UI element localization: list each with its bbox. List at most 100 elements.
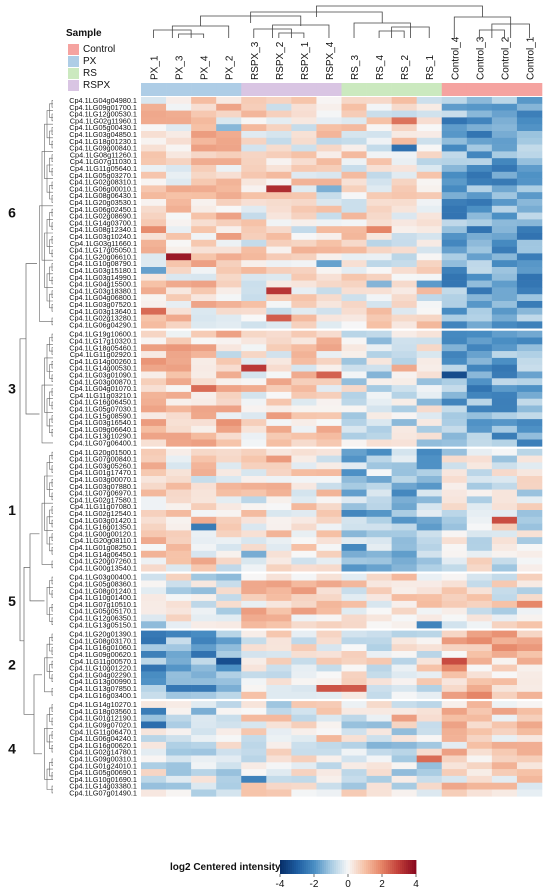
heatmap-cell bbox=[416, 205, 443, 213]
heatmap-cell bbox=[466, 124, 493, 132]
heatmap-cell bbox=[216, 405, 242, 413]
heatmap-cell bbox=[341, 664, 367, 672]
heatmap-cell bbox=[491, 671, 518, 679]
heatmap-cell bbox=[316, 496, 342, 504]
heatmap-cell bbox=[466, 151, 493, 159]
heatmap-cell bbox=[291, 630, 317, 638]
heatmap-cell bbox=[191, 337, 217, 345]
heatmap-cell bbox=[491, 455, 518, 463]
heatmap-cell bbox=[416, 117, 443, 125]
heatmap-cell bbox=[241, 503, 267, 511]
heatmap-cell bbox=[266, 124, 292, 132]
heatmap-cell bbox=[166, 630, 192, 638]
heatmap-cell bbox=[441, 364, 468, 372]
heatmap-cell bbox=[341, 721, 367, 729]
heatmap-cell bbox=[191, 239, 217, 247]
heatmap-cell bbox=[241, 301, 267, 309]
heatmap-cell bbox=[366, 117, 392, 125]
heatmap-cell bbox=[416, 769, 443, 777]
heatmap-cell bbox=[216, 657, 242, 665]
heatmap-cell bbox=[216, 330, 242, 338]
colorbar-segment bbox=[412, 860, 415, 874]
heatmap-cell bbox=[141, 185, 167, 193]
heatmap-cell bbox=[466, 644, 493, 652]
heatmap-cell bbox=[491, 557, 518, 565]
heatmap-cell bbox=[391, 97, 417, 105]
colorbar-segment bbox=[312, 860, 315, 874]
heatmap-cell bbox=[416, 714, 443, 722]
heatmap-cell bbox=[216, 685, 242, 693]
gene-label: Cp4.1LG03g00870.1 bbox=[69, 377, 137, 386]
heatmap-cell bbox=[416, 537, 443, 545]
heatmap-cell bbox=[466, 594, 493, 602]
heatmap-cell bbox=[241, 476, 267, 484]
gene-label: Cp4.1LG04g01070.1 bbox=[69, 384, 137, 393]
heatmap-cell bbox=[391, 537, 417, 545]
heatmap-cell bbox=[291, 97, 317, 105]
heatmap-cell bbox=[441, 267, 468, 275]
heatmap-cell bbox=[391, 151, 417, 159]
heatmap-cell bbox=[216, 476, 242, 484]
heatmap-cell bbox=[191, 192, 217, 200]
heatmap-cell bbox=[266, 503, 292, 511]
heatmap-cell bbox=[191, 117, 217, 125]
heatmap-cell bbox=[316, 714, 342, 722]
heatmap-cell bbox=[441, 212, 468, 220]
colorbar-segment bbox=[380, 860, 383, 874]
heatmap-cell bbox=[341, 199, 367, 207]
heatmap-cell bbox=[466, 158, 493, 166]
heatmap-cell bbox=[216, 701, 242, 709]
heatmap-cell bbox=[341, 630, 367, 638]
heatmap-cell bbox=[466, 448, 493, 456]
heatmap-cell bbox=[316, 701, 342, 709]
heatmap-cell bbox=[491, 721, 518, 729]
heatmap-cell bbox=[466, 664, 493, 672]
heatmap-cell bbox=[166, 721, 192, 729]
heatmap-cell bbox=[341, 364, 367, 372]
heatmap-cell bbox=[341, 782, 367, 790]
heatmap-cell bbox=[241, 557, 267, 565]
heatmap-cell bbox=[191, 564, 217, 572]
heatmap-cell bbox=[166, 171, 192, 179]
gene-label: Cp4.1LG02g14780.1 bbox=[69, 748, 137, 757]
heatmap-cell bbox=[391, 425, 417, 433]
heatmap-cell bbox=[141, 701, 167, 709]
heatmap-cell bbox=[341, 165, 367, 173]
heatmap-cell bbox=[241, 273, 267, 281]
heatmap-cell bbox=[366, 782, 392, 790]
heatmap-cell bbox=[341, 564, 367, 572]
heatmap-cell bbox=[191, 701, 217, 709]
heatmap-cell bbox=[466, 755, 493, 763]
gene-label: Cp4.1LG20g07260.1 bbox=[69, 557, 137, 566]
heatmap-cell bbox=[266, 301, 292, 309]
heatmap-cell bbox=[391, 233, 417, 241]
heatmap-cell bbox=[366, 489, 392, 497]
heatmap-cell bbox=[291, 614, 317, 622]
heatmap-cell bbox=[491, 260, 518, 268]
heatmap-cell bbox=[341, 573, 367, 581]
heatmap-cell bbox=[216, 714, 242, 722]
heatmap-cell bbox=[366, 637, 392, 645]
heatmap-cell bbox=[441, 287, 468, 295]
heatmap-cell bbox=[191, 185, 217, 193]
colorbar-segment bbox=[388, 860, 391, 874]
heatmap-cell bbox=[491, 503, 518, 511]
heatmap-cell bbox=[391, 226, 417, 234]
gene-label: Cp4.1LG19g10600.1 bbox=[69, 330, 137, 339]
heatmap-cell bbox=[516, 530, 543, 538]
gene-label: Cp4.1LG11g00570.1 bbox=[70, 657, 137, 666]
heatmap-cell bbox=[141, 741, 167, 749]
heatmap-cell bbox=[441, 337, 468, 345]
heatmap-cell bbox=[316, 314, 342, 322]
colorbar-segment bbox=[342, 860, 345, 874]
heatmap-cell bbox=[416, 448, 443, 456]
heatmap-cell bbox=[166, 516, 192, 524]
heatmap-cell bbox=[516, 226, 543, 234]
heatmap-cell bbox=[391, 260, 417, 268]
gene-label: Cp4.1LG03g16540.1 bbox=[69, 418, 137, 427]
heatmap-cell bbox=[216, 594, 242, 602]
heatmap-cell bbox=[491, 226, 518, 234]
heatmap-cell bbox=[341, 158, 367, 166]
heatmap-cell bbox=[391, 246, 417, 254]
